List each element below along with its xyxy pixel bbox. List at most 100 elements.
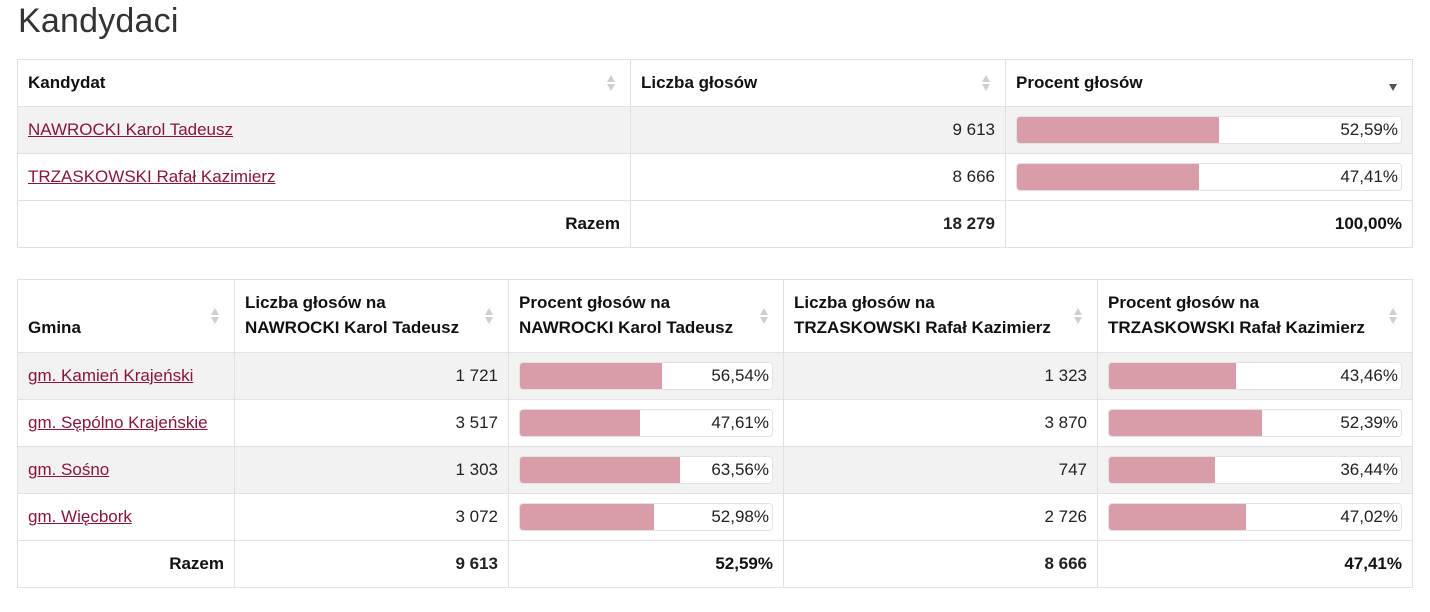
gmina-link[interactable]: gm. Więcbork [28,507,132,526]
percent-cell: 47,41% [1005,153,1413,201]
header-label: Procent głosów na NAWROCKI Karol Tadeusz [519,293,734,337]
percent-label: 52,39% [1340,413,1398,432]
gmina-link[interactable]: gm. Kamień Krajeński [28,366,194,385]
nawrocki-percent-cell: 47,61% [508,399,784,447]
header-label: Procent głosów [1016,73,1143,92]
candidate-cell: NAWROCKI Karol Tadeusz [17,106,631,154]
percent-bar: 52,59% [1016,116,1402,144]
nawrocki-percent-cell: 63,56% [508,446,784,494]
percent-bar: 47,41% [1016,163,1402,191]
sort-arrows-icon[interactable] [485,307,494,325]
percent-bar: 52,98% [519,503,773,531]
total-percent: 100,00% [1005,200,1413,248]
percent-bar-fill [1109,363,1236,389]
table-row: gm. Kamień Krajeński 1 721 56,54% 1 323 … [17,352,1413,400]
nawrocki-votes-cell: 3 517 [234,399,509,447]
header-gmina[interactable]: Gmina [17,279,235,353]
candidate-cell: TRZASKOWSKI Rafał Kazimierz [17,153,631,201]
candidate-link[interactable]: NAWROCKI Karol Tadeusz [28,120,234,139]
header-trzaskowski-percent[interactable]: Procent głosów na TRZASKOWSKI Rafał Kazi… [1097,279,1413,353]
percent-label: 63,56% [711,460,769,479]
trzaskowski-votes-cell: 2 726 [783,493,1098,541]
percent-label: 47,41% [1340,167,1398,186]
table-row: gm. Sośno 1 303 63,56% 747 36,44% [17,446,1413,494]
header-nawrocki-votes[interactable]: Liczba głosów na NAWROCKI Karol Tadeusz [234,279,509,353]
page-title: Kandydaci [18,2,179,40]
trzaskowski-percent-cell: 47,02% [1097,493,1413,541]
nawrocki-percent-cell: 52,98% [508,493,784,541]
header-label: Kandydat [28,73,106,92]
trzaskowski-percent-cell: 52,39% [1097,399,1413,447]
percent-cell: 52,59% [1005,106,1413,154]
trzaskowski-votes-cell: 1 323 [783,352,1098,400]
percent-bar-fill [520,410,640,436]
sort-arrows-icon[interactable] [1389,307,1398,325]
table-row: gm. Sępólno Krajeńskie 3 517 47,61% 3 87… [17,399,1413,447]
header-label: Liczba głosów na TRZASKOWSKI Rafał Kazim… [794,293,1051,337]
trzaskowski-percent-cell: 43,46% [1097,352,1413,400]
header-label: Liczba głosów [641,73,758,92]
candidates-table: Kandydat Liczba głosów Procent głosów NA… [17,59,1413,248]
sort-arrows-icon[interactable] [760,307,769,325]
nawrocki-percent-cell: 56,54% [508,352,784,400]
total-label: Razem [17,540,235,588]
percent-label: 36,44% [1340,460,1398,479]
total-nawrocki-votes: 9 613 [234,540,509,588]
total-row: Razem 9 613 52,59% 8 666 47,41% [17,540,1413,588]
gmina-cell: gm. Sośno [17,446,235,494]
header-liczba-glosow[interactable]: Liczba głosów [630,59,1006,107]
percent-bar-fill [1109,457,1216,483]
total-row: Razem 18 279 100,00% [17,200,1413,248]
percent-label: 47,61% [711,413,769,432]
gmina-cell: gm. Więcbork [17,493,235,541]
percent-bar: 36,44% [1108,456,1402,484]
gmina-link[interactable]: gm. Sępólno Krajeńskie [28,413,208,432]
trzaskowski-votes-cell: 747 [783,446,1098,494]
header-kandydat[interactable]: Kandydat [17,59,631,107]
percent-label: 52,98% [711,507,769,526]
percent-bar-fill [1017,164,1200,190]
nawrocki-votes-cell: 1 721 [234,352,509,400]
percent-bar: 56,54% [519,362,773,390]
sort-arrows-icon[interactable] [211,307,220,325]
percent-label: 43,46% [1340,366,1398,385]
percent-bar: 47,61% [519,409,773,437]
header-trzaskowski-votes[interactable]: Liczba głosów na TRZASKOWSKI Rafał Kazim… [783,279,1098,353]
gmina-cell: gm. Sępólno Krajeńskie [17,399,235,447]
header-label: Gmina [28,318,81,337]
header-label: Procent głosów na TRZASKOWSKI Rafał Kazi… [1108,293,1365,337]
header-procent-glosow[interactable]: Procent głosów [1005,59,1413,107]
header-label: Liczba głosów na NAWROCKI Karol Tadeusz [245,293,460,337]
votes-cell: 8 666 [630,153,1006,201]
percent-label: 56,54% [711,366,769,385]
table-row: gm. Więcbork 3 072 52,98% 2 726 47,02% [17,493,1413,541]
total-trzaskowski-votes: 8 666 [783,540,1098,588]
percent-label: 47,02% [1340,507,1398,526]
percent-bar-fill [520,363,663,389]
percent-bar: 52,39% [1108,409,1402,437]
trzaskowski-votes-cell: 3 870 [783,399,1098,447]
percent-bar-fill [1017,117,1219,143]
header-nawrocki-percent[interactable]: Procent głosów na NAWROCKI Karol Tadeusz [508,279,784,353]
candidate-link[interactable]: TRZASKOWSKI Rafał Kazimierz [28,167,276,186]
gmina-link[interactable]: gm. Sośno [28,460,110,479]
percent-bar-fill [520,457,681,483]
percent-bar-fill [520,504,654,530]
trzaskowski-percent-cell: 36,44% [1097,446,1413,494]
total-nawrocki-percent: 52,59% [508,540,784,588]
sort-desc-icon[interactable] [1389,74,1398,92]
sort-arrows-icon[interactable] [1074,307,1083,325]
percent-bar-fill [1109,504,1247,530]
gmina-cell: gm. Kamień Krajeński [17,352,235,400]
percent-bar: 47,02% [1108,503,1402,531]
nawrocki-votes-cell: 1 303 [234,446,509,494]
votes-cell: 9 613 [630,106,1006,154]
sort-arrows-icon[interactable] [607,74,616,92]
sort-arrows-icon[interactable] [982,74,991,92]
nawrocki-votes-cell: 3 072 [234,493,509,541]
table-row: NAWROCKI Karol Tadeusz 9 613 52,59% [17,106,1413,154]
percent-bar: 63,56% [519,456,773,484]
percent-bar: 43,46% [1108,362,1402,390]
total-label: Razem [17,200,631,248]
table-row: TRZASKOWSKI Rafał Kazimierz 8 666 47,41% [17,153,1413,201]
